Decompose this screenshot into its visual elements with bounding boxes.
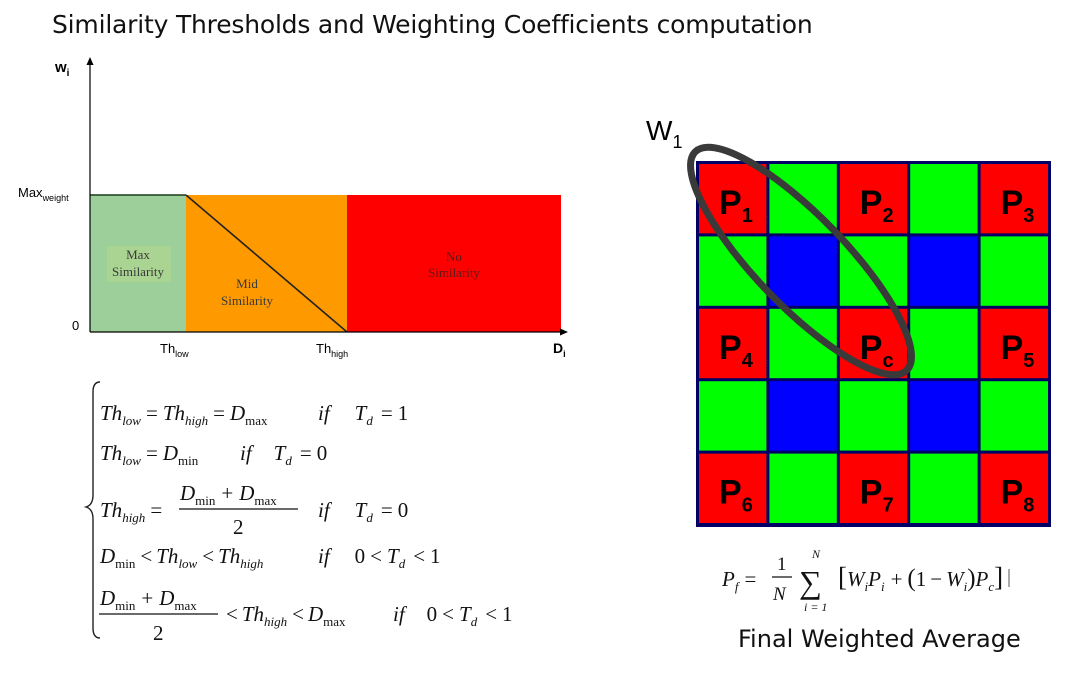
grid-cell-red — [839, 164, 908, 234]
equation-row-4: Dmin < Thlow < Thhigh if 0 < Td <1 — [99, 544, 441, 573]
pixel-label-p2: P2 — [860, 184, 894, 227]
grid-cell-red — [980, 164, 1048, 234]
grid-cell-red — [839, 453, 908, 523]
max-weight-label: Maxweight — [18, 185, 69, 203]
grid-cells — [699, 164, 1048, 523]
no-similarity-region — [347, 195, 561, 332]
grid-cell-blue — [769, 381, 837, 451]
grid-cell-red — [980, 308, 1048, 379]
formula-lhs: Pf = — [721, 567, 756, 594]
formula-sum-sign: ∑ — [799, 564, 822, 600]
weight-ramp-line — [185, 194, 348, 333]
pixel-label-p5: P5 — [1001, 329, 1035, 372]
grid-cell-green — [910, 308, 978, 379]
formula-one: 1 — [777, 554, 787, 575]
pixel-label-p7: P7 — [860, 474, 894, 517]
grid-cell-red — [699, 453, 767, 523]
formula-sum-top: N — [811, 547, 821, 561]
grid-cell-green — [910, 453, 978, 523]
no-similarity-label-line1: No — [446, 249, 462, 264]
pixel-label-p6: P6 — [719, 474, 753, 517]
grid-cell-red — [699, 308, 767, 379]
grid-cell-green — [839, 381, 908, 451]
mid-similarity-label-line2: Similarity — [221, 293, 274, 308]
equation-row-2: Thlow = Dmin if Td = 0 — [100, 441, 327, 470]
pixel-label-pc: Pc — [860, 329, 894, 372]
th-high-label: Thhigh — [316, 341, 348, 359]
window-w1-label: W1 — [646, 115, 682, 152]
weighting-graph: wi Maxweight 0 Thlow Thhigh Di Max Simil… — [18, 57, 568, 359]
grid-cell-green — [699, 381, 767, 451]
mid-similarity-label-line1: Mid — [236, 276, 258, 291]
equation-row-5-relations: < Thhigh < Dmax — [226, 602, 346, 629]
grid-cell-green — [980, 236, 1048, 306]
no-similarity-label-line2: Similarity — [428, 265, 481, 280]
equation-row-1: Thlow = Thhigh = Dmax if Td = 1 — [100, 401, 408, 430]
final-weighted-average-formula: Pf = 1 N N ∑ i = 1 [WiPi + (1− Wi)Pc] — [721, 547, 1010, 614]
grid-cell-red — [980, 453, 1048, 523]
equation-row-3-numerator: Dmin + Dmax — [179, 481, 277, 508]
grid-cell-blue — [910, 381, 978, 451]
grid-labels: P1 P2 P3 P4 Pc P5 P6 P7 P8 — [719, 184, 1034, 517]
y-axis-arrow-icon — [86, 57, 94, 65]
max-label-highlight — [107, 246, 171, 282]
equation-row-3-denominator: 2 — [233, 515, 244, 539]
formula-body: [WiPi + (1− Wi)Pc] — [838, 562, 1003, 594]
zero-label: 0 — [72, 318, 79, 333]
equation-row-5-numerator: Dmin + Dmax — [99, 586, 197, 613]
threshold-equations: Thlow = Thhigh = Dmax if Td = 1 Thlow = Dmin if Td… — [83, 381, 513, 645]
equation-row-3-lhs: Thhigh = — [100, 498, 162, 525]
formula-sum-bottom: i = 1 — [804, 600, 827, 614]
equation-row-3-condition: if Td = 0 — [318, 498, 408, 525]
grid-cell-green — [910, 164, 978, 234]
x-axis-arrow-icon — [560, 328, 568, 336]
grid-cell-green — [769, 453, 837, 523]
grid-cell-blue — [910, 236, 978, 306]
grid-cell-blue — [769, 236, 837, 306]
pixel-label-p8: P8 — [1001, 474, 1035, 517]
pixel-label-p3: P3 — [1001, 184, 1035, 227]
equation-row-5-denominator: 2 — [153, 621, 164, 645]
max-similarity-label-line1: Max — [126, 247, 150, 262]
window-w1-ellipse — [687, 143, 915, 379]
pixel-label-p4: P4 — [719, 329, 754, 372]
figure-title: Similarity Thresholds and Weighting Coef… — [52, 10, 813, 39]
x-axis-label: Di — [553, 340, 566, 359]
th-low-label: Thlow — [160, 341, 189, 359]
formula-n: N — [772, 584, 787, 605]
final-weighted-average-caption: Final Weighted Average — [738, 625, 1021, 653]
equation-row-5-condition: if 0 < Td <1 — [393, 602, 513, 629]
grid-cell-green — [980, 381, 1048, 451]
max-similarity-label-line2: Similarity — [112, 264, 165, 279]
y-axis-label: wi — [54, 59, 70, 79]
pixel-label-p1: P1 — [719, 184, 753, 227]
equation-system-brace — [83, 381, 101, 639]
pixel-grid: P1 P2 P3 P4 Pc P5 P6 P7 P8 — [696, 161, 1051, 527]
